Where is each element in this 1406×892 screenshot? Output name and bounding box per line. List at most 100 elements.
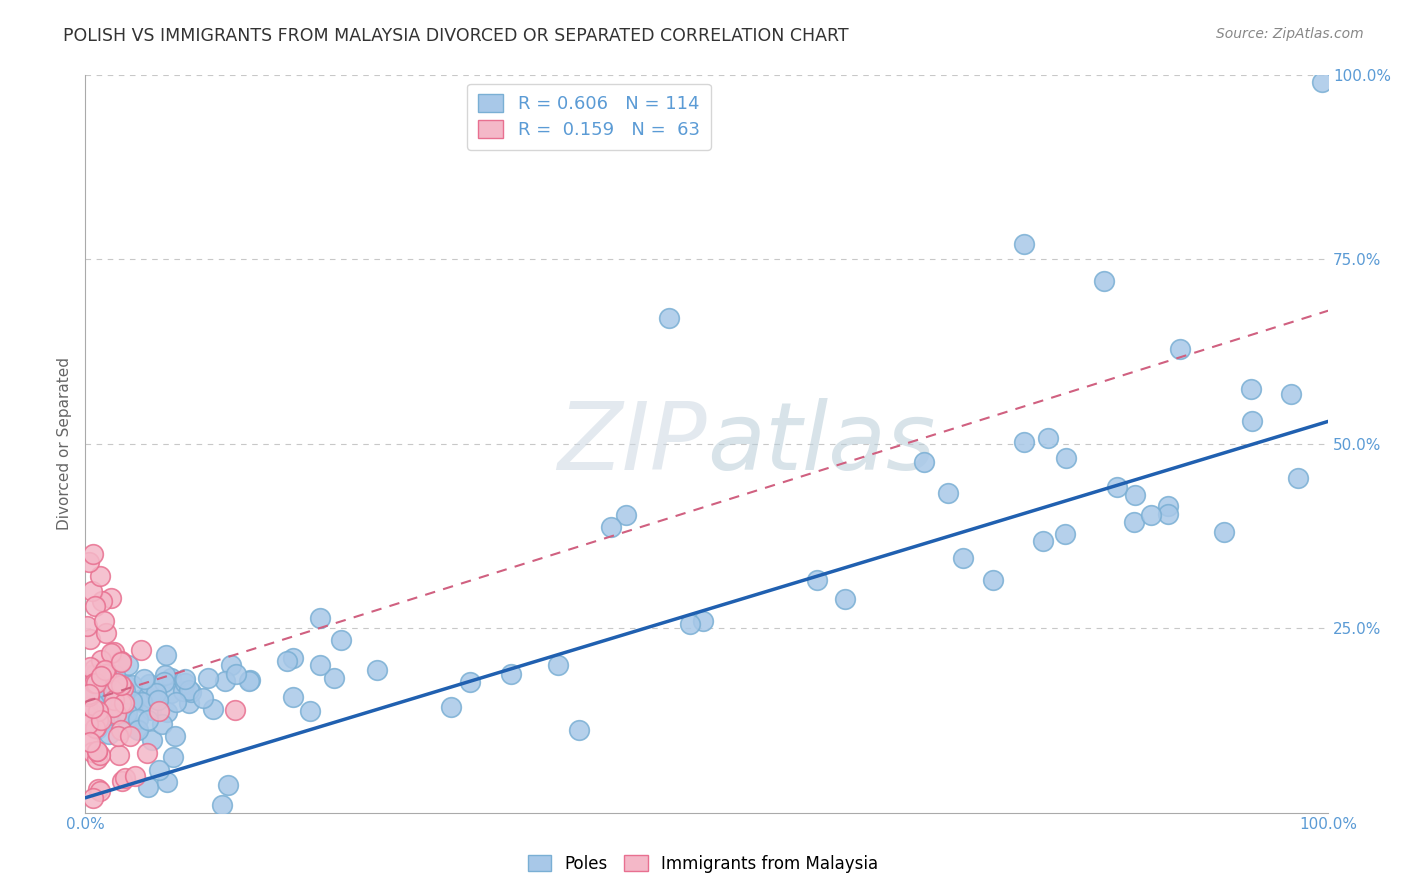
Point (217, 778, 239, 792)
Point (1139, 508, 1161, 523)
Point (1123, 488, 1146, 502)
Point (162, 749, 184, 764)
Point (104, 667, 127, 681)
Point (141, 690, 163, 705)
Point (1038, 431, 1060, 445)
Point (136, 780, 159, 794)
Point (80, 584, 103, 599)
Point (115, 706, 138, 720)
Point (1157, 508, 1180, 522)
Point (90, 653, 112, 667)
Point (114, 684, 136, 698)
Point (90, 698, 112, 712)
Point (599, 519, 621, 533)
Point (117, 713, 139, 727)
Point (224, 703, 246, 717)
Point (174, 676, 197, 690)
Point (440, 699, 463, 714)
Point (89, 748, 111, 763)
Point (108, 748, 131, 763)
Point (281, 690, 304, 704)
Point (76, 619, 98, 633)
Point (1240, 382, 1263, 396)
Point (114, 677, 136, 691)
Point (87, 707, 110, 722)
Point (1279, 387, 1302, 401)
Point (82, 790, 104, 805)
Point (80, 745, 103, 759)
Point (82, 547, 104, 561)
Point (172, 684, 194, 698)
Point (219, 657, 242, 672)
Point (239, 673, 262, 687)
Point (117, 657, 139, 672)
Point (110, 655, 132, 669)
Point (1105, 480, 1128, 494)
Point (111, 774, 134, 789)
Point (1012, 435, 1035, 450)
Point (110, 723, 132, 737)
Point (107, 729, 129, 743)
Point (112, 697, 135, 711)
Point (76, 700, 98, 714)
Point (191, 691, 214, 706)
Point (83, 676, 105, 690)
Point (84, 682, 107, 697)
Point (1094, 274, 1116, 288)
Point (79, 632, 101, 646)
Point (86, 722, 108, 736)
Point (197, 671, 219, 685)
Point (366, 664, 388, 678)
Point (76, 668, 98, 682)
Point (309, 658, 332, 673)
Point (114, 771, 136, 785)
Text: Source: ZipAtlas.com: Source: ZipAtlas.com (1216, 27, 1364, 41)
Point (806, 573, 828, 587)
Point (225, 667, 247, 681)
Point (127, 722, 149, 736)
Point (145, 685, 167, 699)
Point (110, 696, 132, 710)
Legend: R = 0.606   N = 114, R =  0.159   N =  63: R = 0.606 N = 114, R = 0.159 N = 63 (467, 84, 710, 150)
Point (214, 673, 236, 688)
Point (110, 707, 132, 722)
Point (150, 717, 173, 731)
Point (83, 697, 105, 711)
Point (83, 707, 105, 722)
Y-axis label: Divorced or Separated: Divorced or Separated (58, 357, 72, 530)
Point (148, 763, 170, 777)
Point (104, 680, 127, 694)
Point (94, 663, 117, 677)
Point (136, 713, 159, 727)
Point (86, 752, 108, 766)
Point (84, 721, 107, 735)
Point (614, 508, 637, 522)
Point (86, 743, 108, 757)
Point (131, 695, 153, 709)
Point (82, 701, 104, 715)
Point (103, 692, 125, 706)
Point (153, 675, 176, 690)
Point (211, 798, 233, 813)
Point (163, 729, 186, 743)
Text: ZIP: ZIP (557, 398, 707, 489)
Point (121, 678, 143, 692)
Point (131, 691, 153, 706)
Point (174, 672, 197, 686)
Point (1032, 533, 1054, 548)
Point (177, 683, 200, 698)
Point (299, 704, 322, 718)
Point (1168, 342, 1191, 356)
Point (79, 735, 101, 749)
Point (93, 713, 115, 727)
Point (76, 687, 98, 701)
Point (124, 769, 146, 783)
Point (692, 614, 714, 628)
Point (87, 675, 110, 690)
Point (84, 667, 107, 681)
Point (177, 696, 200, 710)
Point (156, 705, 179, 719)
Point (912, 455, 935, 469)
Text: POLISH VS IMMIGRANTS FROM MALAYSIA DIVORCED OR SEPARATED CORRELATION CHART: POLISH VS IMMIGRANTS FROM MALAYSIA DIVOR… (63, 27, 849, 45)
Point (97, 727, 120, 741)
